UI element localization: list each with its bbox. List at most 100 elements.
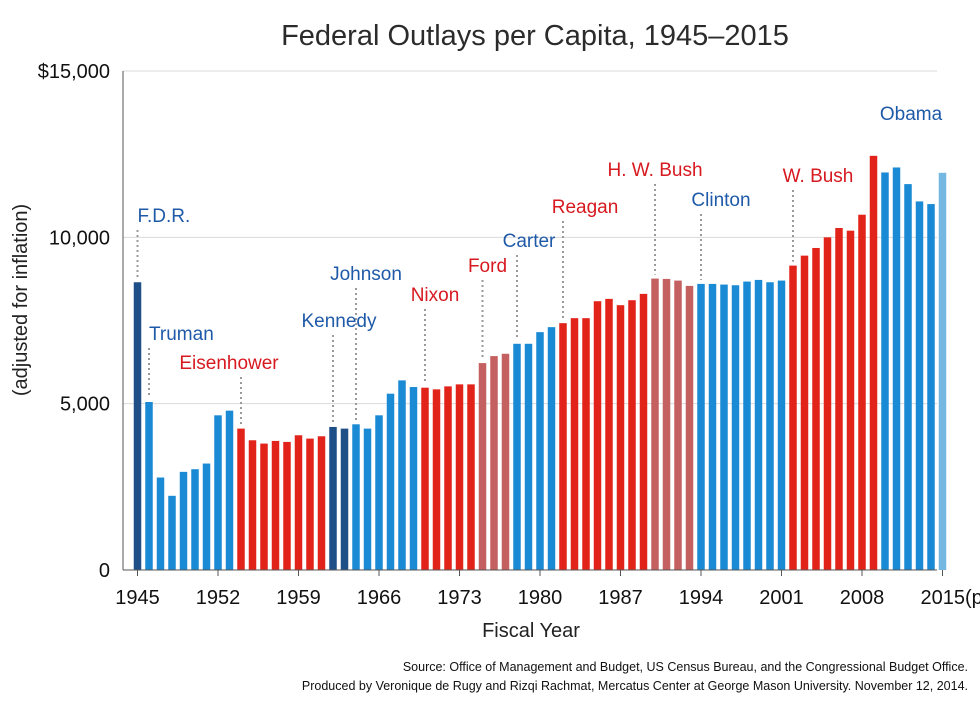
bar-1947 bbox=[156, 477, 165, 570]
source-note: Source: Office of Management and Budget,… bbox=[302, 658, 968, 696]
x-tick-label: 2001 bbox=[759, 587, 804, 609]
bar-1950 bbox=[191, 469, 199, 570]
bar-2004 bbox=[812, 247, 820, 570]
bar-1980 bbox=[536, 332, 544, 570]
bar-1951 bbox=[202, 463, 211, 570]
bar-1955 bbox=[248, 440, 257, 570]
bar-1946 bbox=[145, 402, 153, 570]
bar-1972 bbox=[444, 386, 452, 570]
bar-1966 bbox=[375, 415, 383, 570]
bar-2006 bbox=[835, 228, 843, 570]
bar-1967 bbox=[386, 393, 395, 570]
bar-1988 bbox=[628, 300, 636, 570]
bar-1978 bbox=[513, 343, 521, 570]
president-label: H. W. Bush bbox=[607, 160, 702, 181]
president-label: Reagan bbox=[552, 197, 619, 218]
bar-1987 bbox=[616, 305, 625, 570]
bar-1997 bbox=[731, 285, 740, 570]
president-label: W. Bush bbox=[783, 166, 854, 187]
leader-lines bbox=[136, 184, 794, 425]
bar-1970 bbox=[421, 387, 429, 570]
bar-2009 bbox=[869, 155, 878, 570]
bar-1999 bbox=[754, 279, 763, 570]
x-tick-label: 1945 bbox=[115, 587, 160, 609]
bar-1990 bbox=[651, 278, 659, 570]
bar-1973 bbox=[455, 384, 464, 570]
bar-1956 bbox=[260, 443, 268, 570]
bar-2000 bbox=[766, 282, 774, 570]
chart-title: Federal Outlays per Capita, 1945–2015 bbox=[281, 20, 789, 52]
bar-2013 bbox=[915, 201, 924, 570]
bar-2014 bbox=[927, 204, 935, 571]
president-label: F.D.R. bbox=[138, 206, 191, 227]
president-label: Johnson bbox=[330, 264, 402, 285]
x-tick-label: 2008 bbox=[840, 587, 885, 609]
bar-2001 bbox=[777, 280, 786, 570]
bar-1954 bbox=[237, 428, 245, 570]
bar-1976 bbox=[490, 356, 498, 570]
y-tick-label: 5,000 bbox=[60, 394, 110, 416]
axes: 0 5,000 10,000 $15,000 1945 1952 1959 1966 1973 1… bbox=[38, 61, 980, 609]
bar-1958 bbox=[283, 441, 291, 570]
bar-2005 bbox=[823, 237, 832, 571]
bar-1969 bbox=[409, 387, 418, 570]
x-tick-label: 1994 bbox=[679, 587, 724, 609]
x-axis-title: Fiscal Year bbox=[482, 620, 580, 642]
bar-1985 bbox=[593, 301, 602, 570]
bar-1974 bbox=[467, 384, 475, 570]
president-label: Kennedy bbox=[301, 311, 377, 332]
bar-2012 bbox=[904, 184, 912, 570]
x-tick-label: 1973 bbox=[437, 587, 482, 609]
bar-1948 bbox=[168, 495, 176, 570]
bar-1991 bbox=[662, 278, 671, 570]
bar-1949 bbox=[179, 471, 188, 570]
y-axis-title: (adjusted for inflation) bbox=[10, 204, 32, 396]
bar-1965 bbox=[363, 428, 372, 570]
bar-1975 bbox=[478, 363, 487, 570]
bar-1961 bbox=[317, 436, 326, 570]
president-label: Eisenhower bbox=[179, 353, 279, 374]
bar-2010 bbox=[881, 172, 889, 571]
bar-1983 bbox=[570, 318, 579, 570]
bar-1953 bbox=[225, 410, 234, 570]
bar-1945 bbox=[133, 282, 142, 570]
credit-line: Produced by Veronique de Rugy and Rizqi … bbox=[301, 679, 968, 693]
bar-1977 bbox=[501, 353, 510, 570]
bar-1993 bbox=[685, 285, 694, 570]
bar-1959 bbox=[294, 435, 303, 570]
president-label: Clinton bbox=[691, 190, 750, 211]
y-tick-label: 0 bbox=[99, 560, 110, 582]
bar-1996 bbox=[720, 284, 728, 570]
x-tick-label: 1959 bbox=[276, 587, 321, 609]
president-labels: F.D.R. Truman Eisenhower Kennedy Johnson Nixo… bbox=[138, 104, 943, 374]
president-label: Obama bbox=[880, 104, 943, 125]
bar-1989 bbox=[639, 293, 648, 570]
x-tick-label: 2015(p) bbox=[921, 587, 980, 609]
bar-2002 bbox=[789, 265, 797, 570]
bar-2011 bbox=[892, 167, 901, 570]
bar-1957 bbox=[271, 440, 280, 570]
bar-1971 bbox=[432, 389, 441, 570]
bar-1962 bbox=[329, 426, 337, 570]
bar-1994 bbox=[697, 283, 705, 570]
bar-2003 bbox=[800, 255, 809, 570]
bar-1992 bbox=[674, 280, 682, 570]
bars bbox=[133, 155, 947, 571]
bar-2015 bbox=[938, 172, 947, 570]
bar-2007 bbox=[846, 230, 855, 570]
bar-1984 bbox=[582, 318, 590, 570]
bar-1995 bbox=[708, 283, 717, 570]
bar-1964 bbox=[352, 424, 360, 570]
y-tick-label: 10,000 bbox=[49, 227, 110, 249]
bar-1998 bbox=[743, 281, 751, 570]
source-line: Source: Office of Management and Budget,… bbox=[402, 660, 968, 674]
x-tick-label: 1980 bbox=[518, 587, 563, 609]
president-label: Truman bbox=[149, 324, 214, 345]
president-label: Nixon bbox=[411, 285, 460, 306]
bar-1981 bbox=[547, 327, 556, 570]
president-label: Ford bbox=[468, 256, 507, 277]
x-tick-label: 1966 bbox=[357, 587, 402, 609]
x-tick-label: 1952 bbox=[196, 587, 241, 609]
bar-2008 bbox=[858, 214, 866, 570]
